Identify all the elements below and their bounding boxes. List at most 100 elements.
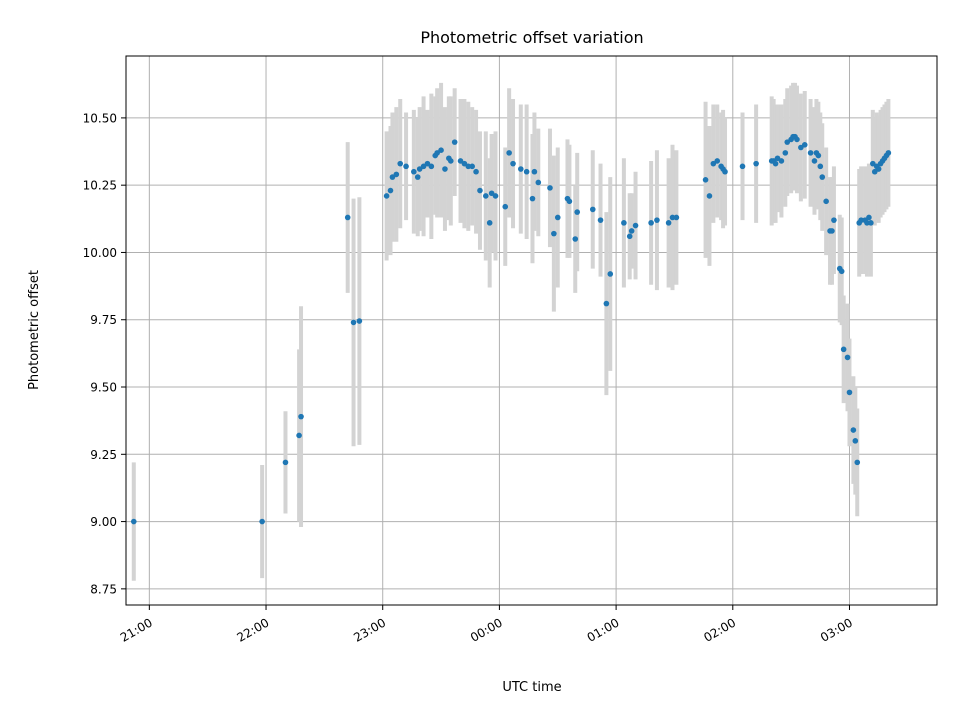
chart-title: Photometric offset variation [420,28,643,47]
data-point [506,150,512,156]
data-points [130,133,892,525]
data-point [554,214,561,221]
data-point [648,220,654,226]
data-point [866,214,872,221]
data-point [428,163,435,170]
y-tick-label: 10.25 [83,179,117,193]
data-point [482,193,489,199]
data-point [282,459,289,466]
data-point [551,230,557,237]
data-point [389,174,396,180]
data-point [447,158,454,164]
data-point [296,432,302,439]
x-axis-ticks: 21:00 22:00 23:00 00:00 01:00 02:00 03:00 [118,605,855,645]
x-tick-label: 23:00 [351,615,388,644]
data-point [130,518,137,525]
y-tick-label: 9.00 [90,515,117,529]
data-point [702,176,709,183]
data-point [572,236,579,242]
y-axis-label: Photometric offset [27,270,42,390]
x-tick-label: 01:00 [585,615,622,644]
data-point [529,195,536,202]
data-point [628,228,635,234]
data-point [387,187,394,194]
data-point [465,163,472,170]
data-point [356,318,363,324]
data-point [414,174,421,180]
data-point [502,203,509,210]
y-tick-label: 10.50 [83,111,117,125]
data-point [654,217,660,223]
data-point [844,354,851,361]
data-point [566,198,573,205]
data-point [840,346,847,353]
data-point [621,220,627,226]
data-point [350,319,357,326]
data-point [817,163,824,170]
data-point [846,389,853,396]
data-point [535,179,542,186]
data-point [523,168,530,175]
x-tick-label: 21:00 [118,615,155,644]
data-point [852,438,859,444]
data-point [774,155,781,162]
data-point [298,413,304,420]
data-point [434,150,440,156]
data-point [838,268,845,275]
data-point [885,150,892,156]
data-point [397,160,404,167]
data-point [420,163,427,170]
data-point [669,214,676,221]
data-point [259,518,265,525]
data-point [416,166,423,172]
data-point [722,168,728,175]
data-point [871,168,878,175]
data-point [531,168,538,175]
y-tick-label: 8.75 [90,582,117,596]
data-point [547,185,553,191]
data-point [829,228,835,234]
data-point [510,160,516,167]
data-point [739,163,746,170]
data-point [875,166,882,172]
data-point [823,198,829,205]
data-point [589,206,596,213]
data-point [811,158,818,164]
data-point [784,139,791,145]
data-point [438,147,444,153]
x-tick-label: 22:00 [235,615,272,644]
data-point [753,160,759,167]
data-point [477,187,483,194]
data-point [603,300,610,307]
data-point [710,160,717,167]
data-point [831,217,837,223]
data-point [469,163,475,170]
data-point [383,193,390,199]
x-tick-label: 03:00 [818,615,855,644]
data-point [473,168,479,175]
data-point [574,209,581,215]
data-point [607,271,614,277]
data-point [798,144,804,151]
plot-frame [125,55,938,606]
data-point [772,160,779,167]
data-point [794,136,800,143]
y-tick-label: 9.50 [90,381,117,395]
data-point [411,168,417,175]
data-point [864,220,870,226]
data-point [461,160,468,167]
data-point [424,160,431,167]
data-point [801,142,808,148]
data-point [868,220,874,226]
data-point [488,190,495,197]
x-tick-label: 02:00 [701,615,738,644]
data-point [706,193,713,199]
data-point [858,217,864,223]
data-point [714,158,721,164]
data-point [518,166,524,172]
data-point [673,214,680,221]
data-point [854,459,861,466]
y-tick-label: 10.00 [83,246,117,260]
data-point [815,152,822,159]
x-axis-label: UTC time [502,680,561,695]
